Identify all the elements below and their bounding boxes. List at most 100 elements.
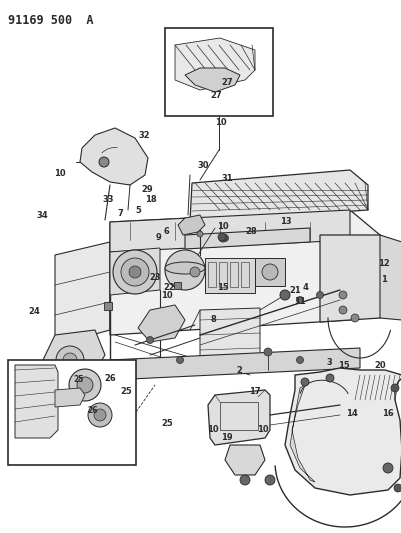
Circle shape (263, 348, 271, 356)
Bar (219, 402, 257, 430)
Bar (207, 262, 215, 287)
Text: 15: 15 (217, 284, 229, 292)
Circle shape (325, 374, 333, 382)
Polygon shape (289, 385, 314, 482)
Text: 28: 28 (245, 228, 256, 236)
Bar (219, 262, 227, 287)
Polygon shape (110, 248, 160, 295)
Circle shape (338, 306, 346, 314)
Text: 10: 10 (217, 222, 228, 231)
Text: 24: 24 (28, 308, 40, 316)
Polygon shape (319, 235, 394, 322)
Polygon shape (284, 368, 401, 495)
Polygon shape (15, 365, 58, 438)
Circle shape (88, 403, 112, 427)
Circle shape (261, 264, 277, 280)
Bar (174, 282, 180, 289)
Polygon shape (190, 170, 367, 222)
Text: 3: 3 (326, 358, 332, 367)
Ellipse shape (164, 262, 205, 274)
Text: 4: 4 (302, 284, 308, 292)
Polygon shape (110, 210, 379, 335)
Text: 10: 10 (215, 118, 226, 127)
Text: 7: 7 (117, 209, 123, 217)
Circle shape (190, 267, 200, 277)
Text: 30: 30 (197, 161, 208, 169)
Text: 6: 6 (164, 228, 169, 236)
Circle shape (146, 336, 153, 343)
Bar (241, 262, 248, 287)
Text: 14: 14 (345, 409, 357, 417)
Text: 25: 25 (120, 387, 132, 396)
Circle shape (69, 369, 101, 401)
Text: 26: 26 (104, 374, 116, 383)
Polygon shape (80, 128, 148, 185)
Text: 10: 10 (257, 425, 268, 433)
Polygon shape (42, 330, 105, 385)
Polygon shape (225, 445, 264, 475)
Circle shape (221, 235, 228, 241)
Text: 34: 34 (36, 212, 48, 220)
Circle shape (113, 250, 157, 294)
Text: 19: 19 (221, 433, 232, 441)
Bar (164, 28, 272, 116)
Circle shape (121, 258, 149, 286)
Bar (254, 258, 284, 286)
Circle shape (296, 357, 303, 364)
Circle shape (300, 378, 308, 386)
Polygon shape (184, 68, 239, 92)
Polygon shape (55, 388, 85, 407)
Text: 11: 11 (293, 297, 305, 305)
Text: 27: 27 (209, 91, 221, 100)
Bar (205, 258, 254, 293)
Text: 33: 33 (103, 196, 114, 204)
Circle shape (264, 475, 274, 485)
Polygon shape (55, 242, 110, 345)
Circle shape (316, 292, 323, 298)
Polygon shape (138, 305, 184, 342)
Bar (8, 360, 136, 465)
Text: 91169 500  A: 91169 500 A (8, 14, 93, 27)
Text: 27: 27 (221, 78, 232, 87)
Circle shape (77, 377, 93, 393)
Text: 10: 10 (55, 169, 66, 177)
Text: 22: 22 (162, 284, 174, 292)
Text: 9: 9 (156, 233, 161, 241)
Text: 26: 26 (87, 406, 98, 415)
Text: 1: 1 (380, 276, 386, 284)
Text: 13: 13 (279, 217, 290, 225)
Polygon shape (207, 390, 269, 445)
Text: 17: 17 (249, 387, 260, 396)
Circle shape (129, 266, 141, 278)
Polygon shape (379, 235, 401, 320)
Circle shape (219, 234, 227, 242)
Circle shape (94, 409, 106, 421)
Text: 21: 21 (289, 286, 301, 295)
Circle shape (279, 290, 289, 300)
Text: 10: 10 (207, 425, 218, 433)
Text: 32: 32 (139, 132, 150, 140)
Circle shape (164, 250, 205, 290)
Circle shape (56, 346, 84, 374)
Text: 8: 8 (210, 316, 215, 324)
Text: 16: 16 (381, 409, 393, 417)
Polygon shape (178, 215, 205, 235)
Text: 15: 15 (337, 361, 349, 369)
Circle shape (239, 475, 249, 485)
Text: 2: 2 (236, 366, 241, 375)
Text: 5: 5 (136, 206, 141, 215)
Text: 12: 12 (377, 260, 389, 268)
Text: 20: 20 (373, 361, 385, 369)
Text: 31: 31 (221, 174, 232, 183)
Bar (229, 262, 237, 287)
Text: 29: 29 (141, 185, 152, 193)
Polygon shape (200, 308, 259, 372)
Circle shape (393, 484, 401, 492)
Text: 23: 23 (149, 273, 160, 281)
Text: 18: 18 (145, 196, 156, 204)
Circle shape (176, 357, 183, 364)
Circle shape (350, 314, 358, 322)
Circle shape (217, 233, 225, 241)
Circle shape (196, 231, 203, 237)
Text: 25: 25 (74, 375, 84, 384)
